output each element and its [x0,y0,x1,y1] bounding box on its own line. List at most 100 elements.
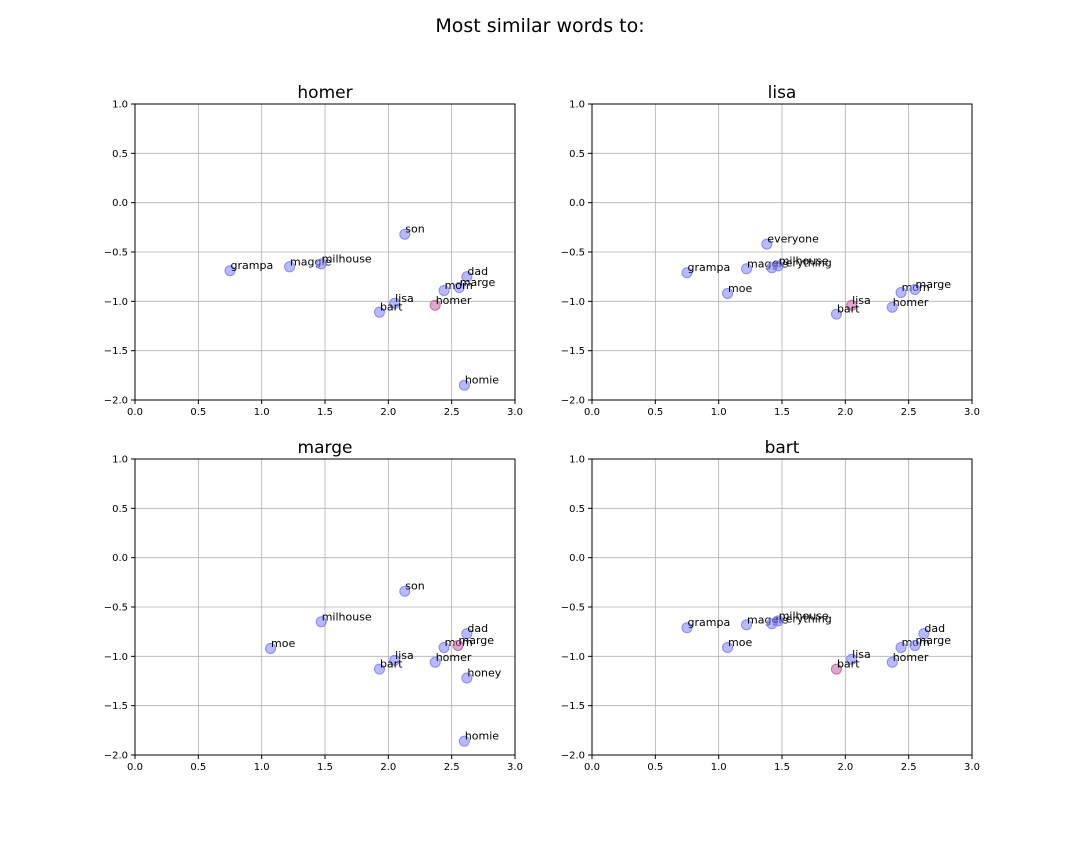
point-label: grampa [688,261,731,274]
point-label: mom [445,279,473,292]
subplot-marge: 0.0 0.5 1.0 1.5 2.0 2.5 3.0 1.0 0.5 0.0 −0.5 −1.0 −1… [104,438,523,773]
data-point [461,672,473,684]
point-label: lisa [852,648,871,661]
y-tick-label: −0.5 [104,248,128,259]
point-label: son [405,223,424,236]
point-label: dad [467,265,488,278]
x-tick-label: 1.5 [317,407,333,418]
point-label: homer [893,296,929,309]
point-label: son [405,580,424,593]
data-point [224,265,236,277]
y-tick-label: 1.0 [112,455,128,466]
point-label: bart [380,658,403,671]
x-tick-label: 0.5 [647,407,663,418]
x-tick-label: 3.0 [507,762,523,773]
x-tick-label: 1.5 [317,762,333,773]
data-point [453,282,465,294]
data-point [461,271,473,283]
data-point [265,642,277,654]
y-tick-label: 1.0 [112,100,128,111]
data-point [722,287,734,299]
data-point [399,585,411,597]
subplot-title: bart [765,438,800,458]
subplot-homer: 0.0 0.5 1.0 1.5 2.0 2.5 3.0 1.0 0.5 0.0 −0.5 −1.0 −1… [104,83,523,418]
y-tick-label: −1.0 [104,652,128,663]
data-point [373,663,385,675]
data-point [741,263,753,275]
data-point [284,261,296,273]
x-tick-label: 2.0 [380,762,396,773]
data-point [681,622,693,634]
subplot-title: marge [298,438,353,458]
point-label: milhouse [322,610,372,623]
point-label: marge [459,634,495,647]
point-label: bart [380,301,403,314]
x-tick-label: 0.5 [190,407,206,418]
point-label: everything [772,256,831,269]
point-label: lisa [852,294,871,307]
data-point [438,641,450,653]
data-point [429,656,441,668]
point-label: moe [271,637,295,650]
data-point [830,308,842,320]
point-label: bart [837,658,860,671]
point-label: milhouse [779,254,829,267]
data-point [846,653,858,665]
highlighted-point [846,299,858,311]
y-tick-label: 0.0 [569,553,585,564]
point-label: marge [916,278,952,291]
x-tick-label: 1.0 [254,762,270,773]
data-point [761,238,773,250]
x-tick-label: 2.5 [444,407,460,418]
y-tick-label: −0.5 [561,603,585,614]
x-tick-label: 0.0 [584,762,600,773]
y-tick-label: −1.5 [561,346,585,357]
highlighted-point [429,299,441,311]
data-point [461,628,473,640]
y-tick-label: −2.0 [104,751,128,762]
data-point [741,619,753,631]
point-label: homie [465,730,499,743]
y-tick-label: 1.0 [569,455,585,466]
y-tick-label: 0.5 [569,149,585,160]
x-tick-label: 2.5 [901,762,917,773]
subplot-lisa: 0.0 0.5 1.0 1.5 2.0 2.5 3.0 1.0 0.5 0.0 −0.5 −1.0 −1… [561,83,980,418]
highlighted-point [452,639,464,651]
x-tick-label: 1.0 [711,407,727,418]
x-tick-label: 2.0 [837,762,853,773]
y-tick-label: 1.0 [569,100,585,111]
x-tick-label: 0.5 [647,762,663,773]
data-point [909,639,921,651]
x-tick-label: 1.5 [774,762,790,773]
point-label: homer [893,651,929,664]
x-tick-label: 1.5 [774,407,790,418]
y-tick-label: 0.0 [112,198,128,209]
x-tick-label: 2.5 [444,762,460,773]
point-label: dad [467,622,488,635]
point-label: milhouse [322,252,372,265]
data-point [438,284,450,296]
y-tick-label: −1.0 [104,297,128,308]
data-point [886,656,898,668]
data-point [373,306,385,318]
x-tick-label: 2.5 [901,407,917,418]
y-tick-label: 0.0 [112,553,128,564]
y-tick-label: −1.0 [561,652,585,663]
subplot-title: homer [297,83,352,103]
y-tick-label: 0.0 [569,198,585,209]
y-tick-label: 0.5 [112,504,128,515]
data-point [895,286,907,298]
point-label: honey [467,667,501,680]
x-tick-label: 2.0 [837,407,853,418]
point-label: everyone [767,233,819,246]
y-tick-label: −2.0 [561,751,585,762]
x-tick-label: 1.0 [711,762,727,773]
y-tick-label: −2.0 [561,396,585,407]
subplot-title: lisa [768,83,797,103]
x-tick-label: 3.0 [507,407,523,418]
x-tick-label: 2.0 [380,407,396,418]
point-label: moe [728,636,752,649]
y-tick-label: −1.0 [561,297,585,308]
point-label: moe [728,282,752,295]
